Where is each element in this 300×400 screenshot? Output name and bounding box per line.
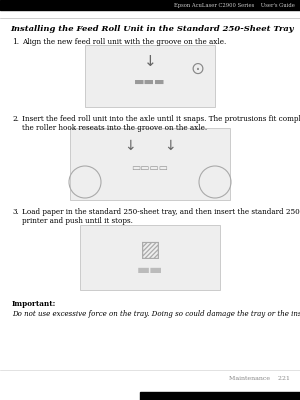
FancyBboxPatch shape xyxy=(70,128,230,200)
FancyBboxPatch shape xyxy=(80,225,220,290)
Text: 2.: 2. xyxy=(12,115,19,123)
Text: Installing the Feed Roll Unit in the Standard 250-Sheet Tray: Installing the Feed Roll Unit in the Sta… xyxy=(10,25,294,33)
Text: Load paper in the standard 250-sheet tray, and then insert the standard 250-shee: Load paper in the standard 250-sheet tra… xyxy=(22,208,300,225)
Text: ▬▬: ▬▬ xyxy=(137,263,163,277)
Text: Insert the feed roll unit into the axle until it snaps. The protrusions fit comp: Insert the feed roll unit into the axle … xyxy=(22,115,300,132)
Text: 1.: 1. xyxy=(12,38,19,46)
Text: ▨: ▨ xyxy=(140,240,160,260)
FancyBboxPatch shape xyxy=(85,45,215,107)
Text: ▭▭▭▭: ▭▭▭▭ xyxy=(131,163,169,173)
Text: Epson AcuLaser C2900 Series    User's Guide: Epson AcuLaser C2900 Series User's Guide xyxy=(174,4,295,8)
Text: ↓: ↓ xyxy=(144,54,156,69)
Text: ↓: ↓ xyxy=(164,139,176,153)
Bar xyxy=(140,392,300,400)
Text: Do not use excessive force on the tray. Doing so could damage the tray or the in: Do not use excessive force on the tray. … xyxy=(12,310,300,318)
Text: Align the new feed roll unit with the groove on the axle.: Align the new feed roll unit with the gr… xyxy=(22,38,226,46)
Text: Important:: Important: xyxy=(12,300,56,308)
Text: ⊙: ⊙ xyxy=(190,60,204,78)
Text: Maintenance    221: Maintenance 221 xyxy=(229,376,290,380)
Text: ↓: ↓ xyxy=(124,139,136,153)
Text: ▬▬▬: ▬▬▬ xyxy=(134,77,166,87)
Bar xyxy=(0,0,300,10)
Text: 3.: 3. xyxy=(12,208,19,216)
